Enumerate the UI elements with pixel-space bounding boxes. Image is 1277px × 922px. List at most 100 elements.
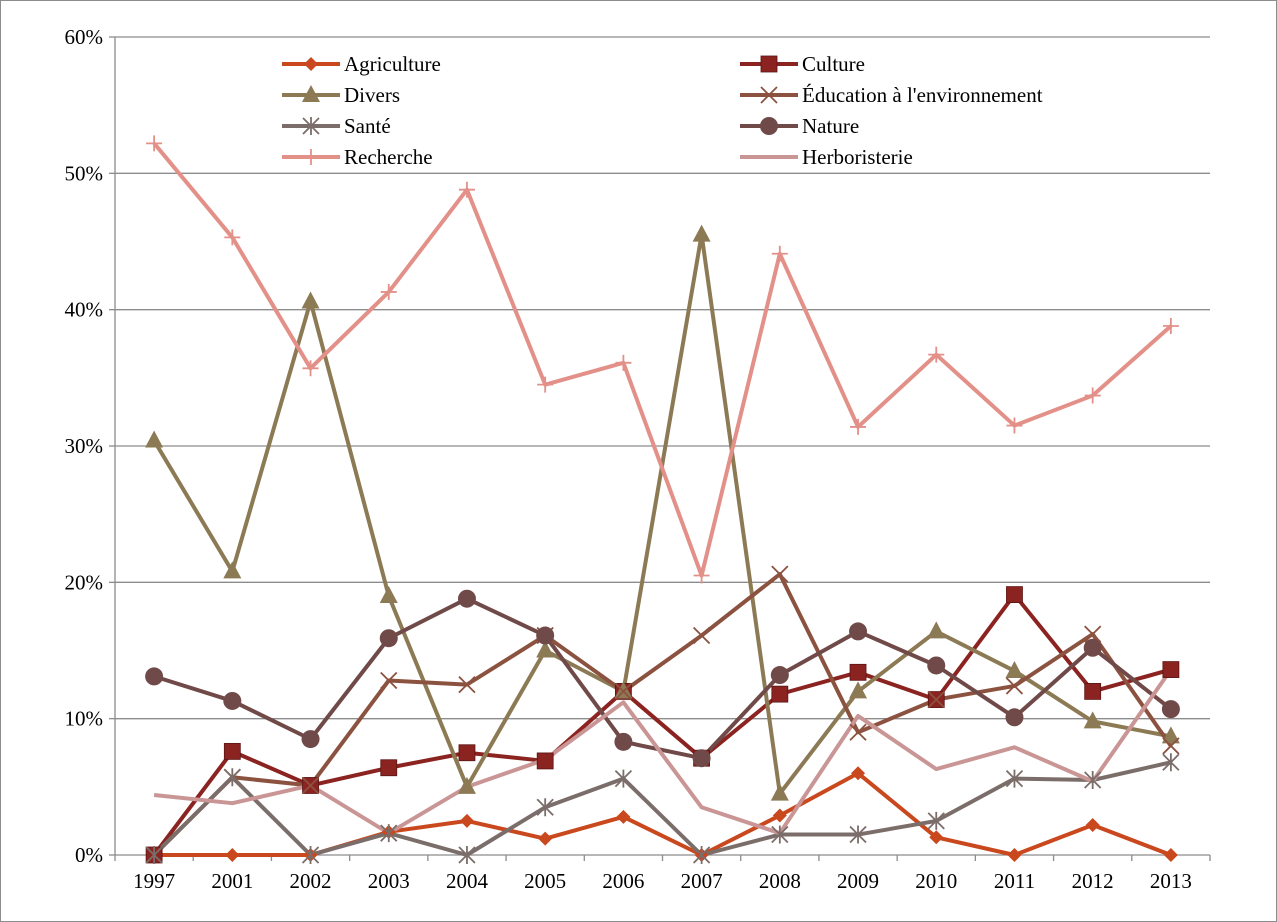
legend-label: Santé — [344, 114, 391, 138]
data-point — [379, 629, 398, 648]
series-markers — [145, 135, 1180, 864]
data-point — [536, 752, 554, 770]
data-point — [301, 291, 320, 309]
series-line-6 — [152, 142, 1173, 578]
legend-marker — [302, 117, 320, 135]
legend-marker — [760, 117, 778, 135]
data-point — [771, 825, 789, 844]
data-point — [1006, 586, 1023, 604]
series-line-4 — [152, 760, 1172, 857]
data-point — [458, 846, 476, 864]
data-point — [850, 418, 867, 435]
data-point — [849, 663, 867, 681]
data-point — [614, 681, 633, 699]
legend-label: Herboristerie — [802, 145, 913, 169]
data-point — [929, 830, 944, 845]
legend-marker — [302, 85, 320, 102]
data-point — [1005, 769, 1024, 788]
x-tick-label: 2005 — [524, 869, 566, 893]
series-line-3 — [152, 572, 1173, 857]
data-point — [301, 846, 320, 864]
series-line-5 — [153, 596, 1173, 761]
data-point — [538, 831, 553, 846]
data-point — [145, 846, 163, 864]
x-tick-label: 2007 — [681, 869, 723, 893]
y-tick-label: 20% — [65, 570, 104, 594]
data-point — [380, 283, 397, 300]
data-point — [692, 626, 711, 645]
legend-label: Recherche — [344, 145, 433, 169]
legend: Agriculture Culture Divers Éducation à l'en… — [282, 52, 1043, 169]
data-point — [1085, 818, 1100, 833]
data-point — [537, 376, 554, 393]
data-point — [458, 744, 476, 762]
data-point — [927, 656, 946, 675]
data-point — [459, 813, 474, 828]
x-tick-label: 2002 — [290, 869, 332, 893]
series-line-7 — [153, 668, 1173, 836]
data-point — [301, 776, 320, 795]
data-point — [1084, 625, 1102, 643]
data-point — [772, 808, 787, 823]
data-point — [1005, 677, 1024, 695]
x-tick-label: 1997 — [133, 869, 175, 893]
x-tick-label: 2013 — [1150, 869, 1192, 893]
data-point — [457, 776, 476, 794]
x-tick-label: 2004 — [446, 869, 489, 893]
legend-marker — [303, 149, 319, 165]
x-tick-label: 2003 — [368, 869, 410, 893]
data-point — [1005, 660, 1024, 678]
data-point — [1162, 318, 1179, 335]
data-point — [692, 749, 711, 768]
series-line-1 — [152, 592, 1172, 857]
data-point — [614, 769, 633, 788]
data-point — [851, 766, 866, 781]
data-point — [1084, 387, 1101, 404]
data-point — [536, 798, 554, 817]
data-point — [927, 690, 945, 709]
data-point — [380, 759, 398, 777]
data-point — [616, 809, 631, 824]
legend-marker — [304, 57, 318, 71]
x-tick-label: 2012 — [1072, 869, 1114, 893]
data-point — [770, 783, 789, 801]
data-point — [1162, 753, 1180, 772]
data-point — [301, 730, 320, 749]
data-point — [223, 768, 241, 787]
data-point — [223, 561, 242, 579]
data-point — [1161, 700, 1180, 719]
data-point — [692, 224, 711, 242]
data-point — [1162, 737, 1180, 755]
y-tick-label: 50% — [65, 161, 104, 185]
data-point — [146, 135, 163, 152]
data-point — [302, 360, 319, 377]
data-point — [614, 682, 633, 701]
data-point — [692, 846, 711, 864]
data-point — [771, 245, 788, 262]
axes: 0% 10% 20% 30% 40% 50% 60% 1997 2001 2002 2003 2004… — [65, 25, 1211, 893]
data-point — [1084, 771, 1102, 790]
data-point — [614, 732, 633, 751]
data-point — [458, 675, 476, 694]
data-point — [928, 346, 945, 363]
x-tick-label: 2010 — [915, 869, 957, 893]
data-point — [693, 567, 710, 584]
y-tick-label: 30% — [65, 434, 104, 458]
data-point — [770, 666, 789, 685]
legend-label: Nature — [802, 114, 859, 138]
x-tick-label: 2008 — [759, 869, 801, 893]
legend-label: Éducation à l'environnement — [802, 83, 1043, 107]
data-point — [1162, 661, 1180, 678]
series-lines — [152, 142, 1173, 857]
data-point — [145, 430, 164, 448]
data-point — [849, 723, 867, 741]
gridlines — [115, 36, 1210, 720]
legend-label: Culture — [802, 52, 865, 76]
y-tick-label: 10% — [65, 707, 104, 731]
data-point — [615, 354, 632, 371]
data-point — [1084, 683, 1102, 700]
data-point — [380, 824, 398, 843]
data-point — [225, 848, 240, 862]
legend-marker — [760, 86, 778, 104]
y-tick-label: 40% — [65, 298, 104, 322]
